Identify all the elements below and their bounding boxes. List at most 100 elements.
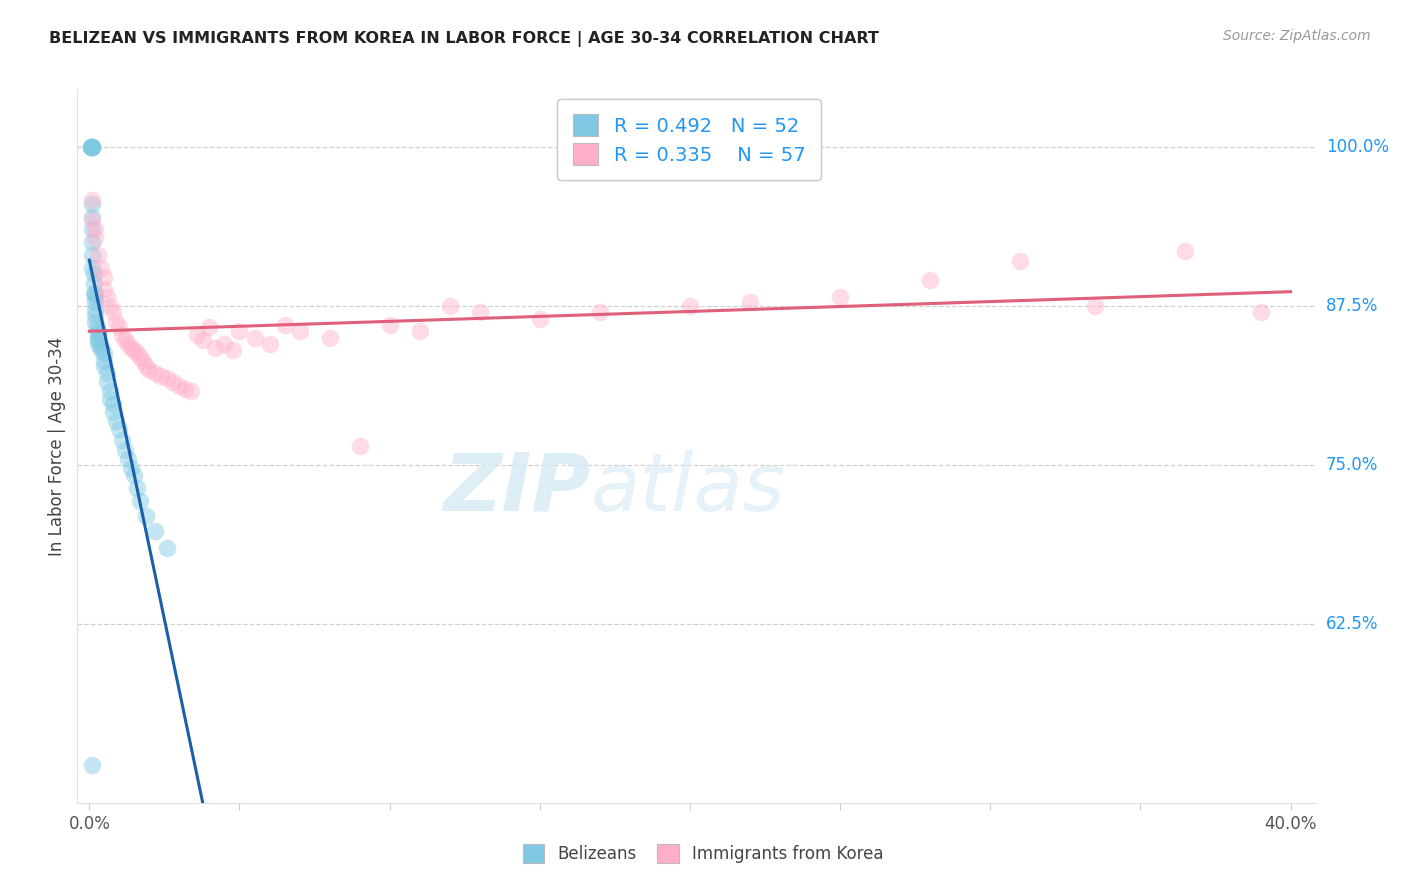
- Point: [103, 305, 125, 319]
- Point: [318, 331, 340, 345]
- Point: [1174, 244, 1197, 258]
- Point: [1010, 254, 1032, 268]
- Point: [83, 267, 105, 281]
- Text: Source: ZipAtlas.com: Source: ZipAtlas.com: [1223, 29, 1371, 43]
- Point: [90, 260, 112, 275]
- Point: [129, 493, 152, 508]
- Point: [114, 442, 136, 457]
- Point: [80, 139, 103, 153]
- Point: [93, 353, 115, 368]
- Point: [84, 286, 107, 301]
- Point: [82, 260, 104, 275]
- Point: [93, 282, 115, 296]
- Point: [80, 139, 103, 153]
- Point: [82, 197, 104, 211]
- Point: [82, 139, 104, 153]
- Point: [87, 333, 110, 347]
- Point: [349, 439, 371, 453]
- Point: [90, 343, 112, 358]
- Point: [98, 392, 121, 406]
- Point: [83, 276, 105, 290]
- Point: [96, 367, 118, 381]
- Point: [156, 371, 179, 385]
- Legend: Belizeans, Immigrants from Korea: Belizeans, Immigrants from Korea: [510, 833, 896, 875]
- Point: [84, 231, 107, 245]
- Point: [87, 337, 110, 351]
- Point: [111, 328, 134, 343]
- Point: [93, 269, 115, 284]
- Point: [87, 328, 110, 343]
- Point: [830, 290, 852, 304]
- Point: [120, 341, 142, 355]
- Point: [150, 368, 173, 383]
- Point: [82, 222, 104, 236]
- Point: [90, 340, 112, 354]
- Text: 62.5%: 62.5%: [1326, 615, 1378, 633]
- Point: [105, 413, 128, 427]
- Point: [82, 248, 104, 262]
- Point: [204, 341, 226, 355]
- Point: [589, 305, 612, 319]
- Point: [84, 302, 107, 317]
- Point: [132, 353, 155, 368]
- Point: [114, 333, 136, 347]
- Point: [186, 328, 208, 343]
- Point: [129, 350, 152, 364]
- Point: [145, 367, 167, 381]
- Point: [84, 222, 107, 236]
- Point: [82, 210, 104, 224]
- Point: [738, 295, 761, 310]
- Point: [84, 308, 107, 322]
- Point: [124, 468, 146, 483]
- Point: [127, 346, 149, 360]
- Point: [169, 379, 191, 393]
- Point: [80, 139, 103, 153]
- Point: [98, 384, 121, 399]
- Point: [259, 337, 281, 351]
- Point: [124, 343, 146, 358]
- Text: atlas: atlas: [591, 450, 786, 528]
- Point: [82, 139, 104, 153]
- Point: [439, 299, 461, 313]
- Point: [529, 311, 551, 326]
- Point: [193, 333, 215, 347]
- Point: [288, 324, 311, 338]
- Point: [120, 460, 142, 475]
- Point: [145, 524, 167, 539]
- Point: [378, 318, 401, 332]
- Point: [273, 318, 295, 332]
- Point: [408, 324, 430, 338]
- Point: [135, 359, 157, 373]
- Point: [84, 295, 107, 310]
- Point: [135, 509, 157, 524]
- Point: [82, 235, 104, 249]
- Point: [84, 290, 107, 304]
- Point: [127, 481, 149, 495]
- Point: [180, 384, 202, 399]
- Point: [87, 331, 110, 345]
- Point: [83, 286, 105, 301]
- Point: [920, 273, 942, 287]
- Point: [138, 362, 160, 376]
- Point: [468, 305, 491, 319]
- Point: [105, 315, 128, 329]
- Text: BELIZEAN VS IMMIGRANTS FROM KOREA IN LABOR FORCE | AGE 30-34 CORRELATION CHART: BELIZEAN VS IMMIGRANTS FROM KOREA IN LAB…: [49, 31, 879, 47]
- Point: [96, 376, 118, 390]
- Text: 87.5%: 87.5%: [1326, 297, 1378, 315]
- Point: [111, 433, 134, 447]
- Point: [82, 193, 104, 207]
- Point: [117, 451, 139, 466]
- Point: [174, 382, 197, 396]
- Point: [679, 299, 702, 313]
- Point: [86, 320, 108, 334]
- Point: [103, 404, 125, 418]
- Y-axis label: In Labor Force | Age 30-34: In Labor Force | Age 30-34: [48, 336, 66, 556]
- Point: [84, 315, 107, 329]
- Text: 100.0%: 100.0%: [1326, 137, 1389, 155]
- Point: [214, 337, 236, 351]
- Point: [93, 346, 115, 360]
- Point: [222, 343, 245, 358]
- Point: [87, 324, 110, 338]
- Text: ZIP: ZIP: [443, 450, 591, 528]
- Point: [1250, 305, 1272, 319]
